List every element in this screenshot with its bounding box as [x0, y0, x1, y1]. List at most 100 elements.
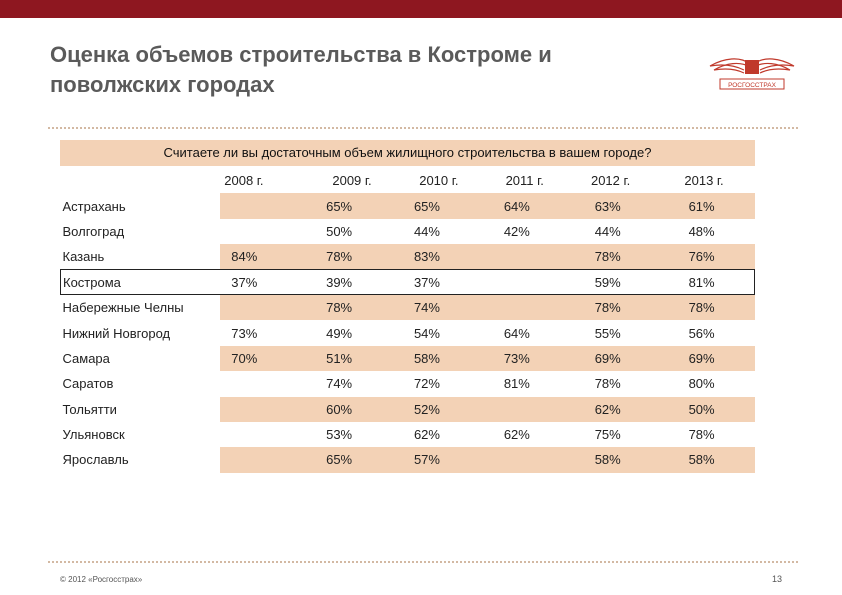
- value-cell: 80%: [688, 376, 715, 392]
- top-dotted-divider: [48, 127, 798, 129]
- value-cell: 58%: [395, 345, 482, 372]
- year-header: 2012 г.: [590, 173, 631, 189]
- value-cell: 44%: [413, 223, 440, 239]
- table-row: Саратов 74% 72% 81% 78% 80%: [61, 371, 755, 396]
- rosgosstrakh-logo: РОСГОССТРАХ: [709, 58, 795, 90]
- value-cell: [220, 396, 309, 422]
- value-cell: 78%: [308, 244, 396, 270]
- value-cell: 78%: [308, 294, 396, 321]
- value-cell: 74%: [326, 376, 353, 392]
- city-cell: Набережные Челны: [60, 294, 221, 321]
- value-cell: 78%: [653, 294, 755, 321]
- value-cell: 78%: [594, 376, 621, 392]
- value-cell: 63%: [567, 193, 654, 219]
- city-cell: Ярославль: [60, 447, 221, 473]
- logo-text: РОСГОССТРАХ: [728, 82, 777, 89]
- value-cell: [481, 244, 568, 270]
- value-cell: 44%: [594, 223, 621, 239]
- value-cell: [220, 447, 309, 473]
- value-cell: 48%: [688, 223, 715, 239]
- value-cell: 42%: [503, 223, 530, 239]
- city-cell: Астрахань: [60, 193, 221, 219]
- value-cell: [481, 294, 568, 321]
- value-cell: 58%: [567, 447, 654, 473]
- value-cell: [481, 396, 568, 422]
- value-cell: [481, 447, 568, 473]
- year-header: 2010 г.: [419, 173, 459, 189]
- value-cell: 59%: [567, 269, 654, 296]
- table-row: Волгоград 50% 44% 42% 44% 48%: [61, 219, 755, 244]
- value-cell: 62%: [413, 427, 440, 443]
- page-number: 13: [772, 574, 783, 584]
- city-cell: Тольятти: [60, 396, 221, 422]
- survey-results-table: 2008 г. 2009 г. 2010 г. 2011 г. 2012 г. …: [60, 168, 755, 473]
- value-cell: 61%: [653, 193, 755, 219]
- value-cell: 65%: [308, 447, 396, 473]
- value-cell: 70%: [220, 345, 309, 372]
- value-cell: 78%: [688, 427, 715, 443]
- value-cell: 73%: [481, 345, 568, 372]
- value-cell: 52%: [395, 396, 482, 422]
- value-cell: 56%: [688, 325, 715, 341]
- year-header: 2013 г.: [684, 173, 724, 189]
- year-header: 2008 г.: [224, 173, 264, 189]
- city-cell: Волгоград: [62, 223, 125, 239]
- value-cell: 53%: [326, 427, 353, 443]
- year-header: 2009 г.: [332, 173, 372, 189]
- table-row: Нижний Новгород 73% 49% 54% 64% 55% 56%: [61, 320, 755, 345]
- city-cell: Казань: [60, 244, 221, 270]
- city-header: [61, 168, 221, 193]
- table-row: Тольятти 60% 52% 62% 50%: [60, 396, 755, 422]
- value-cell: [220, 294, 309, 321]
- value-cell: 55%: [594, 325, 621, 341]
- table-row-highlighted: Кострома 37% 39% 37% 59% 81%: [60, 269, 755, 296]
- value-cell: [220, 193, 309, 219]
- top-bar: [0, 0, 842, 18]
- page-title-line1: Оценка объемов строительства в Костроме …: [50, 42, 552, 67]
- value-cell: 37%: [220, 269, 309, 296]
- value-cell: 83%: [395, 244, 482, 270]
- value-cell: [220, 422, 308, 447]
- value-cell: 51%: [308, 345, 396, 372]
- copyright-text: © 2012 «Росгосстрах»: [60, 575, 143, 584]
- survey-question: Считаете ли вы достаточным объем жилищно…: [60, 140, 755, 166]
- value-cell: [481, 269, 568, 296]
- value-cell: 39%: [308, 269, 396, 296]
- value-cell: 76%: [653, 244, 755, 270]
- value-cell: 49%: [326, 325, 353, 341]
- value-cell: 62%: [503, 427, 530, 443]
- city-cell: Нижний Новгород: [62, 325, 171, 341]
- value-cell: [220, 371, 308, 396]
- value-cell: 84%: [220, 244, 309, 270]
- value-cell: [220, 219, 308, 244]
- value-cell: 78%: [567, 244, 654, 270]
- value-cell: 74%: [395, 294, 482, 321]
- city-cell: Ульяновск: [62, 427, 125, 443]
- value-cell: 81%: [653, 269, 755, 296]
- value-cell: 72%: [413, 376, 440, 392]
- city-cell: Самара: [60, 345, 221, 372]
- value-cell: 81%: [503, 376, 530, 392]
- value-cell: 65%: [395, 193, 482, 219]
- value-cell: 65%: [308, 193, 396, 219]
- value-cell: 60%: [308, 396, 396, 422]
- eagle-wings-icon: [709, 58, 795, 74]
- page-title-line2: поволжских городах: [50, 72, 275, 97]
- value-cell: 50%: [653, 396, 755, 422]
- bottom-dotted-divider: [48, 561, 798, 563]
- page-title: Оценка объемов строительства в Костроме …: [50, 40, 690, 100]
- value-cell: 62%: [567, 396, 654, 422]
- city-cell: Кострома: [60, 269, 221, 296]
- table-row: Самара 70% 51% 58% 73% 69% 69%: [60, 345, 755, 372]
- city-cell: Саратов: [62, 376, 114, 392]
- value-cell: 69%: [567, 345, 654, 372]
- table-header-row: 2008 г. 2009 г. 2010 г. 2011 г. 2012 г. …: [61, 168, 755, 193]
- value-cell: 78%: [567, 294, 654, 321]
- value-cell: 73%: [231, 325, 258, 341]
- value-cell: 50%: [326, 223, 353, 239]
- table-row: Ульяновск 53% 62% 62% 75% 78%: [61, 422, 755, 447]
- emblem-shield-icon: [745, 60, 759, 74]
- value-cell: 64%: [503, 325, 530, 341]
- table-row: Казань 84% 78% 83% 78% 76%: [60, 244, 755, 270]
- table-row: Ярославль 65% 57% 58% 58%: [60, 447, 755, 473]
